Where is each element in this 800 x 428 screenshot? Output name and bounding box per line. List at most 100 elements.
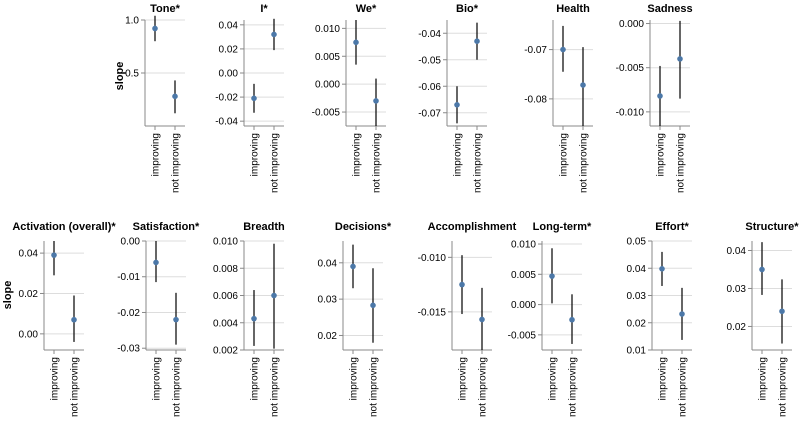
x-tick-label: improving (656, 133, 667, 176)
mean-point-not-improving (474, 38, 480, 44)
x-tick-label: not improving (473, 133, 484, 193)
x-tick-label: not improving (270, 133, 281, 193)
y-tick-label: 0.04 (318, 258, 338, 269)
panel-3: -0.005 0.000 0.005 0.010 We* improving not imp… (312, 3, 386, 193)
y-axis-title-row-2: slope (2, 281, 14, 310)
panel-title: Tone* (150, 3, 180, 15)
panel-title: Structure* (745, 221, 799, 233)
panel-title: Breadth (243, 221, 285, 233)
y-tick-label: -0.010 (418, 253, 447, 264)
mean-point-not-improving (370, 302, 376, 309)
x-tick-label: improving (151, 133, 162, 176)
x-tick-label: not improving (676, 133, 687, 193)
y-tick-label: -0.03 (117, 344, 140, 355)
y-tick-label: -0.04 (418, 29, 441, 40)
panel-11: -0.015 -0.010 Accomplishment improving not i… (418, 221, 517, 417)
mean-point-improving (657, 93, 663, 99)
panel-14: 0.02 0.03 0.04 Structure* improving not impro… (727, 221, 800, 417)
mean-point-not-improving (71, 316, 77, 323)
panel-title: Long-term* (533, 221, 592, 233)
panel-title: Decisions* (335, 221, 392, 233)
panel-title: We* (356, 3, 377, 15)
mean-point-improving (153, 259, 159, 266)
y-axis-title-row-1: slope (114, 62, 126, 91)
y-tick-label: 0.03 (627, 291, 647, 302)
x-tick-label: not improving (678, 357, 689, 417)
panel-10: 0.02 0.03 0.04 Decisions* improving not impro… (318, 221, 392, 417)
y-tick-label: 0.006 (213, 291, 238, 302)
y-tick-label: -0.05 (418, 55, 441, 66)
mean-point-improving (353, 39, 359, 46)
x-tick-label: improving (152, 357, 163, 400)
mean-point-improving (251, 315, 257, 322)
panel-title: I* (260, 3, 268, 15)
mean-point-not-improving (172, 93, 178, 100)
y-tick-label: 0.03 (727, 284, 747, 295)
x-tick-label: improving (250, 133, 261, 176)
mean-point-not-improving (173, 316, 179, 323)
x-tick-label: improving (458, 357, 469, 400)
y-tick-label: -0.005 (312, 108, 341, 119)
y-tick-label: 0.010 (315, 24, 340, 35)
mean-point-not-improving (271, 31, 277, 38)
y-tick-label: 0.00 (121, 237, 141, 248)
x-tick-label: not improving (778, 357, 789, 417)
y-tick-label: -0.010 (616, 107, 645, 118)
x-tick-label: improving (349, 357, 360, 400)
panel-9: 0.002 0.004 0.006 0.008 0.010 Breadth improvin… (213, 221, 285, 417)
y-tick-label: -0.01 (117, 272, 140, 283)
y-tick-label: 0.03 (318, 295, 338, 306)
panel-title: Accomplishment (428, 221, 517, 233)
y-tick-label: -0.02 (215, 93, 238, 104)
y-tick-label: 1.0 (125, 16, 139, 27)
y-tick-label: -0.005 (508, 330, 537, 341)
y-tick-label: 0.02 (627, 318, 647, 329)
mean-point-improving (459, 281, 465, 288)
panel-5: -0.08 -0.07 Health improving not improving (524, 3, 593, 193)
panel-2: -0.04 -0.02 0.00 0.02 0.04 I* improving not imp… (215, 3, 284, 193)
panel-8: -0.03 -0.02 -0.01 0.00 Satisfaction* improvin… (117, 221, 200, 417)
y-tick-label: 0.000 (511, 300, 536, 311)
y-tick-label: 0.000 (619, 19, 644, 30)
y-tick-label: 0.002 (213, 346, 238, 357)
y-tick-label: -0.015 (418, 307, 447, 318)
x-tick-label: improving (250, 357, 261, 400)
panels-layer: 0.5 1.0 Tone* improving not improving -0.04 -0… (12, 3, 799, 417)
y-tick-label: 0.04 (19, 249, 39, 260)
y-tick-label: -0.04 (215, 117, 238, 128)
y-tick-label: 0.02 (219, 44, 239, 55)
panel-title: Health (556, 3, 590, 15)
y-tick-label: 0.04 (727, 246, 747, 257)
panel-1: 0.5 1.0 Tone* improving not improving (125, 3, 185, 193)
mean-point-improving (251, 95, 257, 102)
panel-4: -0.07 -0.06 -0.05 -0.04 Bio* improving not imp… (418, 3, 487, 193)
y-tick-label: 0.04 (219, 20, 239, 31)
panel-title: Activation (overall)* (12, 221, 116, 233)
y-tick-label: 0.02 (318, 331, 338, 342)
mean-point-improving (152, 25, 158, 32)
mean-point-not-improving (373, 98, 379, 104)
y-tick-label: 0.00 (19, 329, 39, 340)
x-tick-label: improving (352, 133, 363, 176)
panel-7: 0.00 0.02 0.04 Activation (overall)* improvi… (12, 221, 116, 417)
y-tick-label: 0.005 (315, 52, 340, 63)
y-tick-label: 0.05 (627, 237, 647, 248)
y-tick-label: 0.004 (213, 318, 238, 329)
x-tick-label: not improving (568, 357, 579, 417)
x-tick-label: improving (548, 357, 559, 400)
y-tick-label: 0.000 (315, 80, 340, 91)
mean-point-improving (51, 252, 57, 258)
mean-point-not-improving (271, 292, 277, 299)
y-tick-label: 0.01 (627, 346, 647, 357)
y-tick-label: 0.5 (125, 69, 139, 80)
x-tick-label: not improving (70, 357, 81, 417)
y-tick-label: 0.008 (213, 264, 238, 275)
x-tick-label: improving (559, 133, 570, 176)
y-tick-label: -0.06 (418, 82, 441, 93)
y-tick-label: 0.02 (727, 322, 747, 333)
mean-point-improving (659, 265, 665, 272)
y-tick-label: -0.08 (524, 94, 547, 105)
panel-title: Satisfaction* (133, 221, 200, 233)
x-tick-label: not improving (579, 133, 590, 193)
